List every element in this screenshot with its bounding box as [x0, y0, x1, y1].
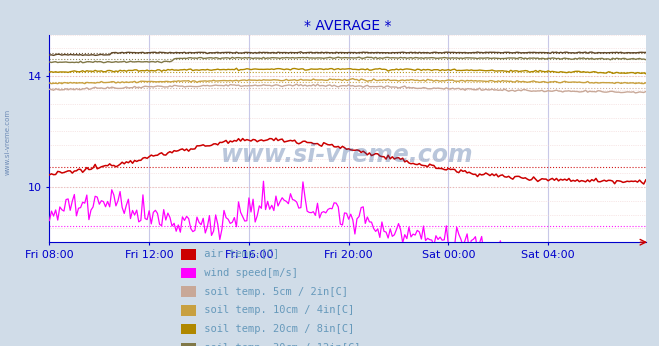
Text: soil temp. 10cm / 4in[C]: soil temp. 10cm / 4in[C] [198, 306, 354, 315]
Text: www.si-vreme.com: www.si-vreme.com [5, 109, 11, 175]
Text: soil temp. 5cm / 2in[C]: soil temp. 5cm / 2in[C] [198, 287, 348, 297]
Text: wind speed[m/s]: wind speed[m/s] [198, 268, 298, 278]
Text: air temp.[C]: air temp.[C] [198, 249, 279, 259]
Text: soil temp. 20cm / 8in[C]: soil temp. 20cm / 8in[C] [198, 324, 354, 334]
Title: * AVERAGE *: * AVERAGE * [304, 19, 391, 34]
Text: www.si-vreme.com: www.si-vreme.com [221, 143, 474, 167]
Text: soil temp. 30cm / 12in[C]: soil temp. 30cm / 12in[C] [198, 343, 360, 346]
